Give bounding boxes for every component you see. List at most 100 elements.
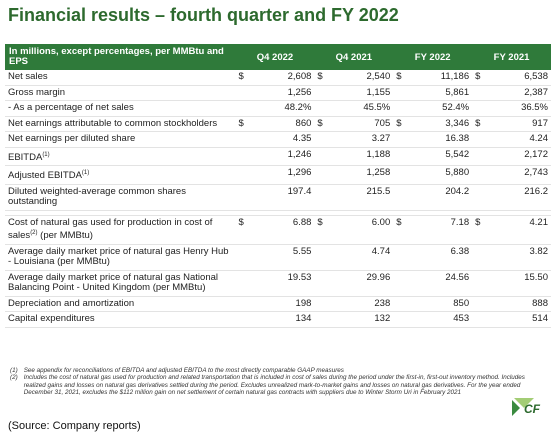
- header-row: In millions, except percentages, per MMB…: [5, 44, 551, 70]
- value: 19.53: [287, 271, 312, 283]
- label-text: Net sales: [8, 71, 48, 82]
- currency: $: [475, 117, 481, 129]
- row-label: Capital expenditures: [5, 311, 236, 328]
- value-cell: 888: [472, 296, 551, 313]
- value: 4.24: [529, 133, 549, 144]
- value: 705: [374, 117, 391, 129]
- value-cell: $917: [472, 116, 551, 132]
- table-row: - As a percentage of net sales 48.2% 45.5%…: [5, 100, 551, 117]
- footnotes: (1) See appendix for reconciliations of E…: [10, 367, 530, 396]
- row-label: Net earnings attributable to common stoc…: [5, 116, 236, 132]
- row-label: EBITDA(1): [5, 147, 236, 167]
- label-text: EBITDA: [8, 151, 43, 163]
- value-cell: 19.53: [235, 270, 315, 297]
- value-cell: 3.27: [314, 131, 394, 148]
- value: 29.96: [366, 271, 391, 283]
- value: 7.18: [450, 216, 470, 228]
- value-cell: 216.2: [472, 184, 551, 211]
- currency: $: [317, 71, 323, 82]
- value: 16.38: [445, 133, 470, 144]
- value: 6.88: [292, 216, 312, 228]
- table-row: Depreciation and amortization 198 238 850 88…: [5, 296, 551, 313]
- value: 1,188: [366, 148, 391, 160]
- column-header: FY 2022: [393, 44, 473, 70]
- value-cell: 16.38: [393, 131, 473, 148]
- footnote-marker: (1): [10, 367, 18, 374]
- label-text: Diluted weighted-average common shares o…: [8, 185, 186, 208]
- table-row: Cost of natural gas used for production …: [5, 215, 551, 245]
- label-text: Net earnings attributable to common stoc…: [8, 117, 218, 129]
- value: 2,608: [287, 71, 312, 82]
- value-cell: 52.4%: [393, 100, 473, 117]
- label-text: Average daily market price of natural ga…: [8, 245, 229, 268]
- value: 453: [453, 313, 470, 325]
- value-cell: 36.5%: [472, 100, 551, 117]
- value-cell: 6.38: [393, 244, 473, 271]
- table-row: Net earnings per diluted share 4.35 3.27 16…: [5, 131, 551, 148]
- value-cell: $705: [314, 116, 394, 132]
- value: 15.50: [524, 271, 548, 283]
- column-header: FY 2021: [472, 44, 551, 70]
- value: 1,256: [287, 86, 312, 98]
- currency: $: [238, 117, 244, 129]
- row-label: - As a percentage of net sales: [5, 100, 236, 117]
- value: 134: [295, 313, 312, 325]
- value: 204.2: [445, 185, 470, 197]
- value: 2,172: [524, 148, 548, 160]
- value-cell: $860: [235, 116, 315, 132]
- value-cell: 1,256: [235, 85, 315, 101]
- column-header: Q4 2021: [314, 44, 394, 70]
- value: 5,880: [445, 167, 470, 179]
- value-cell: 5.55: [235, 244, 315, 271]
- currency: $: [475, 71, 481, 82]
- value-cell: $2,540: [314, 70, 394, 86]
- value-cell: 5,542: [393, 147, 473, 167]
- value-cell: 238: [314, 296, 394, 313]
- value-cell: $3,346: [393, 116, 473, 132]
- value-cell: $2,608: [235, 70, 315, 86]
- table-row: Diluted weighted-average common shares o…: [5, 184, 551, 211]
- value-cell: 3.82: [472, 244, 551, 271]
- value-cell: 215.5: [314, 184, 394, 211]
- value: 36.5%: [521, 102, 548, 113]
- value: 2,743: [524, 167, 548, 179]
- currency: $: [317, 216, 323, 228]
- table-row: Average daily market price of natural ga…: [5, 244, 551, 271]
- currency: $: [396, 216, 402, 228]
- value: 6.38: [450, 245, 470, 257]
- value-cell: $6,538: [472, 70, 551, 86]
- table-row: Net sales $2,608 $2,540 $11,186 $6,538: [5, 70, 551, 86]
- row-label: Average daily market price of natural ga…: [5, 270, 236, 297]
- value-cell: 850: [393, 296, 473, 313]
- value-cell: 514: [472, 311, 551, 328]
- value: 24.56: [445, 271, 470, 283]
- value-cell: 2,172: [472, 147, 551, 167]
- value: 3,346: [445, 117, 470, 129]
- value-cell: 45.5%: [314, 100, 394, 117]
- value: 238: [374, 297, 391, 309]
- value-cell: 4.24: [472, 131, 551, 148]
- value-cell: 2,743: [472, 165, 551, 185]
- value: 45.5%: [363, 102, 391, 113]
- value-cell: 15.50: [472, 270, 551, 297]
- value: 917: [532, 117, 548, 129]
- logo: CF: [512, 398, 541, 416]
- row-label: Depreciation and amortization: [5, 296, 236, 313]
- value: 5,542: [445, 148, 470, 160]
- value: 860: [295, 117, 312, 129]
- currency: $: [396, 71, 402, 82]
- value-cell: $6.00: [314, 215, 394, 245]
- label-text: Net earnings per diluted share: [8, 133, 136, 144]
- value: 5,861: [445, 86, 470, 98]
- value: 2,387: [524, 86, 548, 98]
- currency: $: [475, 216, 481, 228]
- row-label: Average daily market price of natural ga…: [5, 244, 236, 271]
- value-cell: $11,186: [393, 70, 473, 86]
- value-cell: 1,246: [235, 147, 315, 167]
- value-cell: 5,880: [393, 165, 473, 185]
- value: 1,155: [366, 86, 391, 98]
- value-cell: 2,387: [472, 85, 551, 101]
- value-cell: 29.96: [314, 270, 394, 297]
- label-text: Cost of natural gas used for production …: [8, 216, 213, 242]
